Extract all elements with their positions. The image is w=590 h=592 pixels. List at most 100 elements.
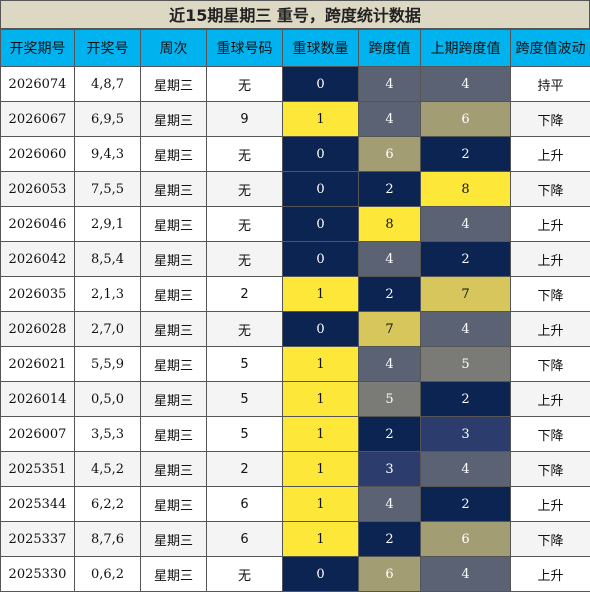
cell-repeat-count: 0	[283, 172, 359, 207]
cell-prev-span: 4	[421, 207, 511, 242]
cell-prev-span: 8	[421, 172, 511, 207]
cell-weekday: 星期三	[141, 312, 207, 347]
page-title: 近15期星期三 重号，跨度统计数据	[0, 0, 590, 29]
cell-trend: 下降	[511, 522, 590, 557]
cell-prev-span: 4	[421, 557, 511, 592]
cell-issue: 2025344	[1, 487, 75, 522]
cell-repeat-count: 1	[283, 102, 359, 137]
cell-trend: 下降	[511, 417, 590, 452]
cell-numbers: 3,5,3	[75, 417, 141, 452]
header-numbers: 开奖号	[75, 30, 141, 67]
cell-repeat-number: 5	[207, 417, 283, 452]
cell-repeat-count: 1	[283, 382, 359, 417]
cell-weekday: 星期三	[141, 207, 207, 242]
cell-numbers: 9,4,3	[75, 137, 141, 172]
cell-repeat-number: 6	[207, 487, 283, 522]
cell-repeat-number: 2	[207, 277, 283, 312]
cell-trend: 上升	[511, 382, 590, 417]
cell-repeat-number: 无	[207, 242, 283, 277]
cell-trend: 上升	[511, 557, 590, 592]
cell-weekday: 星期三	[141, 452, 207, 487]
cell-repeat-count: 1	[283, 347, 359, 382]
cell-numbers: 0,6,2	[75, 557, 141, 592]
table-header-row: 开奖期号 开奖号 周次 重球号码 重球数量 跨度值 上期跨度值 跨度值波动	[1, 30, 590, 67]
cell-numbers: 4,8,7	[75, 67, 141, 102]
cell-span: 3	[359, 452, 421, 487]
cell-weekday: 星期三	[141, 347, 207, 382]
cell-trend: 上升	[511, 137, 590, 172]
cell-issue: 2025337	[1, 522, 75, 557]
cell-weekday: 星期三	[141, 417, 207, 452]
cell-repeat-number: 5	[207, 382, 283, 417]
cell-numbers: 6,9,5	[75, 102, 141, 137]
cell-weekday: 星期三	[141, 102, 207, 137]
cell-issue: 2026021	[1, 347, 75, 382]
cell-trend: 下降	[511, 172, 590, 207]
cell-numbers: 8,7,6	[75, 522, 141, 557]
cell-prev-span: 2	[421, 382, 511, 417]
cell-repeat-number: 无	[207, 312, 283, 347]
cell-weekday: 星期三	[141, 487, 207, 522]
cell-prev-span: 3	[421, 417, 511, 452]
header-repeat-count: 重球数量	[283, 30, 359, 67]
cell-numbers: 2,7,0	[75, 312, 141, 347]
cell-issue: 2025351	[1, 452, 75, 487]
cell-repeat-count: 0	[283, 137, 359, 172]
cell-prev-span: 4	[421, 67, 511, 102]
cell-repeat-count: 0	[283, 207, 359, 242]
cell-repeat-count: 1	[283, 417, 359, 452]
cell-trend: 持平	[511, 67, 590, 102]
cell-issue: 2026014	[1, 382, 75, 417]
cell-repeat-number: 无	[207, 172, 283, 207]
header-prev-span: 上期跨度值	[421, 30, 511, 67]
cell-prev-span: 2	[421, 242, 511, 277]
cell-repeat-count: 0	[283, 242, 359, 277]
cell-repeat-number: 无	[207, 207, 283, 242]
cell-trend: 下降	[511, 347, 590, 382]
cell-issue: 2026007	[1, 417, 75, 452]
cell-trend: 上升	[511, 242, 590, 277]
header-span: 跨度值	[359, 30, 421, 67]
cell-repeat-count: 1	[283, 522, 359, 557]
header-trend: 跨度值波动	[511, 30, 590, 67]
cell-prev-span: 4	[421, 312, 511, 347]
cell-span: 2	[359, 172, 421, 207]
cell-trend: 下降	[511, 102, 590, 137]
cell-repeat-count: 1	[283, 277, 359, 312]
cell-issue: 2026074	[1, 67, 75, 102]
cell-span: 4	[359, 242, 421, 277]
cell-span: 4	[359, 67, 421, 102]
cell-trend: 上升	[511, 207, 590, 242]
cell-repeat-number: 无	[207, 137, 283, 172]
cell-span: 4	[359, 487, 421, 522]
cell-repeat-count: 0	[283, 67, 359, 102]
cell-span: 2	[359, 417, 421, 452]
cell-issue: 2026067	[1, 102, 75, 137]
cell-span: 5	[359, 382, 421, 417]
cell-issue: 2026060	[1, 137, 75, 172]
cell-repeat-number: 6	[207, 522, 283, 557]
cell-prev-span: 4	[421, 452, 511, 487]
cell-issue: 2026035	[1, 277, 75, 312]
cell-weekday: 星期三	[141, 277, 207, 312]
cell-prev-span: 7	[421, 277, 511, 312]
cell-issue: 2026046	[1, 207, 75, 242]
cell-span: 2	[359, 277, 421, 312]
cell-repeat-count: 1	[283, 487, 359, 522]
cell-repeat-count: 1	[283, 452, 359, 487]
header-weekday: 周次	[141, 30, 207, 67]
cell-numbers: 8,5,4	[75, 242, 141, 277]
